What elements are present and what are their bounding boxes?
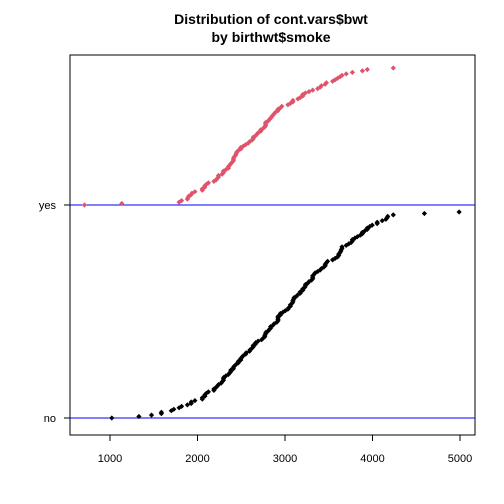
x-tick-label: 5000 bbox=[448, 453, 472, 465]
chart-subtitle: by birthwt$smoke bbox=[211, 29, 330, 45]
data-point-no bbox=[109, 415, 114, 420]
data-points bbox=[82, 65, 462, 420]
x-axis: 1000 2000 3000 4000 5000 bbox=[98, 435, 472, 465]
x-tick-label: 3000 bbox=[273, 453, 297, 465]
data-point-no bbox=[149, 413, 154, 418]
x-tick-label: 2000 bbox=[185, 453, 209, 465]
plot-area bbox=[70, 55, 475, 435]
y-tick-label-yes: yes bbox=[39, 200, 57, 212]
x-tick-label: 4000 bbox=[360, 453, 384, 465]
data-point-no bbox=[422, 211, 427, 216]
data-point-no bbox=[391, 212, 396, 217]
data-point-yes bbox=[391, 65, 396, 70]
x-tick-label: 1000 bbox=[98, 453, 122, 465]
y-axis: no yes bbox=[39, 200, 70, 425]
data-point-yes bbox=[350, 70, 355, 75]
data-point-no bbox=[457, 209, 462, 214]
data-point-yes bbox=[82, 202, 87, 207]
plot-border bbox=[70, 55, 475, 435]
data-point-yes bbox=[365, 67, 370, 72]
y-tick-label-no: no bbox=[44, 413, 56, 425]
reference-lines bbox=[70, 205, 475, 418]
data-point-yes bbox=[360, 68, 365, 73]
data-point-yes bbox=[344, 71, 349, 76]
chart-title: Distribution of cont.vars$bwt bbox=[174, 11, 368, 27]
